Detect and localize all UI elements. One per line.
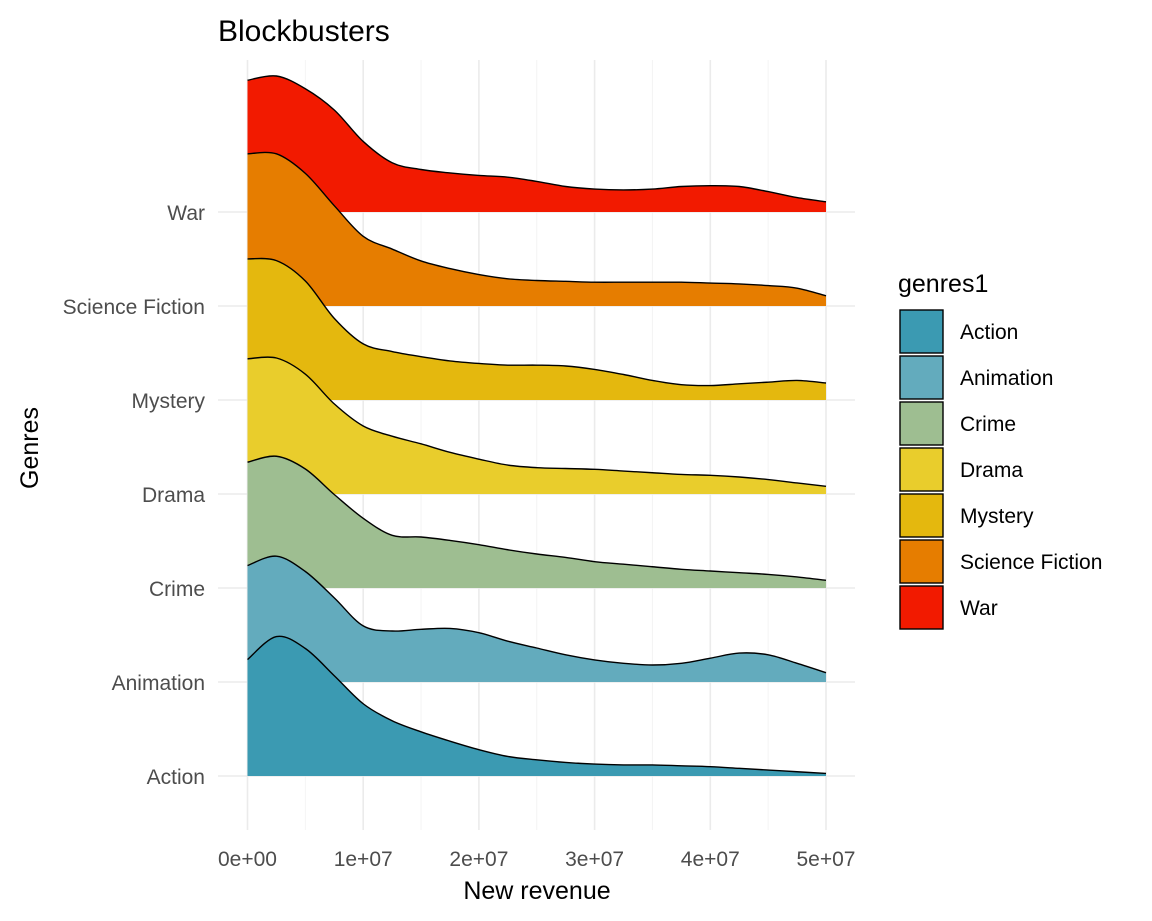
ridge-area-drama [247,357,826,494]
ridge-area-war [247,75,826,212]
ridge-line-mystery [247,257,827,387]
legend-item-science-fiction: Science Fiction [899,539,1102,584]
ridge-line-crime [247,455,827,582]
legend-swatch [899,309,944,354]
ridge-science-fiction [247,151,827,306]
legend-items: Action Animation Crime Drama Mystery Science … [899,309,1102,630]
x-axis-ticks: 0e+00 1e+07 2e+07 3e+07 4e+07 5e+07 [218,848,855,871]
legend-label: Mystery [960,505,1034,528]
y-tick-label: Science Fiction [63,296,205,319]
legend-label: Science Fiction [960,551,1102,574]
y-tick-label: Drama [142,484,205,507]
legend-swatch [899,585,944,630]
legend-swatch [899,401,944,446]
legend-item-drama: Drama [899,447,1023,492]
legend-item-war: War [899,585,998,630]
y-tick-label: Mystery [132,390,206,413]
y-axis-ticks: Action Animation Crime Drama Mystery Science … [63,202,206,789]
x-tick-label: 1e+07 [334,848,393,871]
legend-title: genres1 [898,270,988,298]
ridge-war [247,75,827,212]
y-axis-title: Genres [16,407,44,489]
ridge-line-drama [247,356,827,488]
ridge-area-animation [247,556,826,682]
ridge-area-crime [247,456,826,588]
y-tick-label: Animation [112,672,205,695]
ridge-action [247,635,827,776]
legend-swatch [899,493,944,538]
x-axis-title: New revenue [463,877,610,905]
ridge-mystery [247,257,827,400]
legend-label: War [960,597,998,620]
legend-swatch [899,355,944,400]
legend-swatch [899,447,944,492]
x-tick-label: 5e+07 [797,848,856,871]
legend-swatch [899,539,944,584]
legend-label: Drama [960,459,1023,482]
x-tick-label: 0e+00 [218,848,277,871]
legend-item-crime: Crime [899,401,1016,446]
ridge-line-science-fiction [247,151,827,297]
chart-title: Blockbusters [218,15,390,48]
legend-item-animation: Animation [899,355,1053,400]
ridge-area-science-fiction [247,152,826,306]
x-tick-label: 2e+07 [449,848,508,871]
y-tick-label: Action [147,766,205,789]
ridge-crime [247,455,827,588]
legend: genres1 Action Animation Crime Drama Mystery… [898,270,1102,630]
ridge-area-mystery [247,258,826,400]
ridge-area-action [247,636,826,776]
legend-item-mystery: Mystery [899,493,1034,538]
ridge-line-animation [247,555,827,674]
legend-item-action: Action [899,309,1018,354]
x-tick-label: 4e+07 [681,848,740,871]
ridge-line-war [247,75,827,203]
ridge-line-action [247,635,827,775]
legend-label: Action [960,321,1018,344]
ridge-animation [247,555,827,682]
y-tick-label: War [167,202,205,225]
y-tick-label: Crime [149,578,205,601]
legend-label: Crime [960,413,1016,436]
ridge-drama [247,356,827,494]
ridge-layer [247,75,827,776]
x-tick-label: 3e+07 [565,848,624,871]
legend-label: Animation [960,367,1053,390]
